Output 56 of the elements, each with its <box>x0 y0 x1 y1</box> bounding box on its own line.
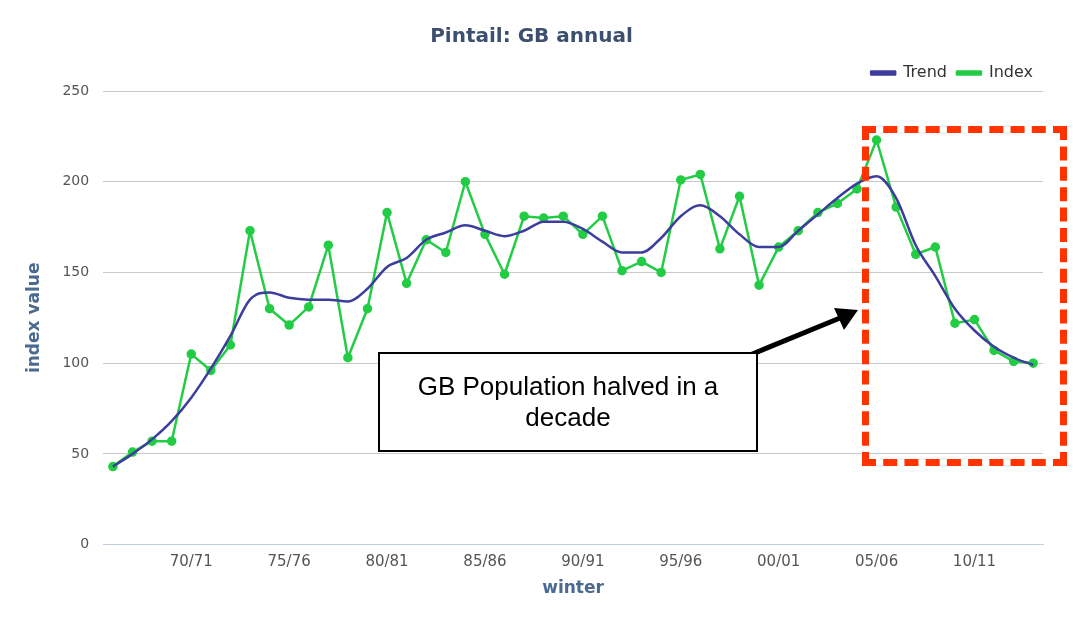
point <box>871 135 882 145</box>
point <box>754 280 764 290</box>
y-tick-label: 150 <box>62 263 90 280</box>
legend-label: Trend <box>902 62 947 82</box>
x-tick-label: 75/76 <box>267 552 311 571</box>
point <box>401 278 412 289</box>
point <box>832 198 843 209</box>
point <box>166 436 177 446</box>
y-tick-label: 50 <box>71 444 90 461</box>
x-tick-label: 85/86 <box>463 552 507 571</box>
point <box>303 302 314 312</box>
point <box>715 244 725 254</box>
y-axis-title: index value <box>22 262 43 374</box>
point <box>382 207 392 218</box>
point <box>362 303 373 314</box>
point <box>695 169 706 180</box>
point <box>264 303 275 314</box>
x-tick-label: 05/06 <box>854 552 899 571</box>
point <box>460 176 471 187</box>
x-tick-label: 70/71 <box>169 552 213 571</box>
annotation: GB Population halved in a decade <box>378 352 758 452</box>
point <box>656 267 666 278</box>
x-tick-label: 10/11 <box>952 552 997 571</box>
legend-label: Index <box>988 62 1033 82</box>
chart-title: Pintail: GB annual <box>430 23 633 48</box>
y-tick-label: 0 <box>80 535 90 552</box>
point <box>636 256 647 267</box>
x-tick-label: 90/91 <box>561 552 605 571</box>
point <box>578 229 588 240</box>
y-tick-label: 200 <box>62 172 90 189</box>
x-tick-label: 80/81 <box>365 552 409 571</box>
point <box>343 352 353 363</box>
point <box>969 314 980 325</box>
y-tick-label: 250 <box>62 81 90 98</box>
point <box>441 247 451 258</box>
y-tick-label: 100 <box>62 353 90 370</box>
point <box>499 269 510 279</box>
x-tick-label: 95/96 <box>659 552 703 571</box>
point <box>519 211 529 221</box>
point <box>186 349 196 359</box>
point <box>597 211 608 221</box>
point <box>558 211 569 221</box>
point <box>852 184 862 194</box>
point <box>910 249 921 260</box>
point <box>950 318 960 328</box>
x-axis-title: winter <box>542 577 605 598</box>
point <box>225 340 236 350</box>
point <box>676 175 686 185</box>
point <box>891 202 901 212</box>
point <box>323 240 334 250</box>
point <box>284 320 294 330</box>
point <box>617 265 627 276</box>
point <box>245 225 255 236</box>
point <box>734 191 745 201</box>
point <box>930 242 941 252</box>
x-tick-label: 00/01 <box>757 552 801 571</box>
